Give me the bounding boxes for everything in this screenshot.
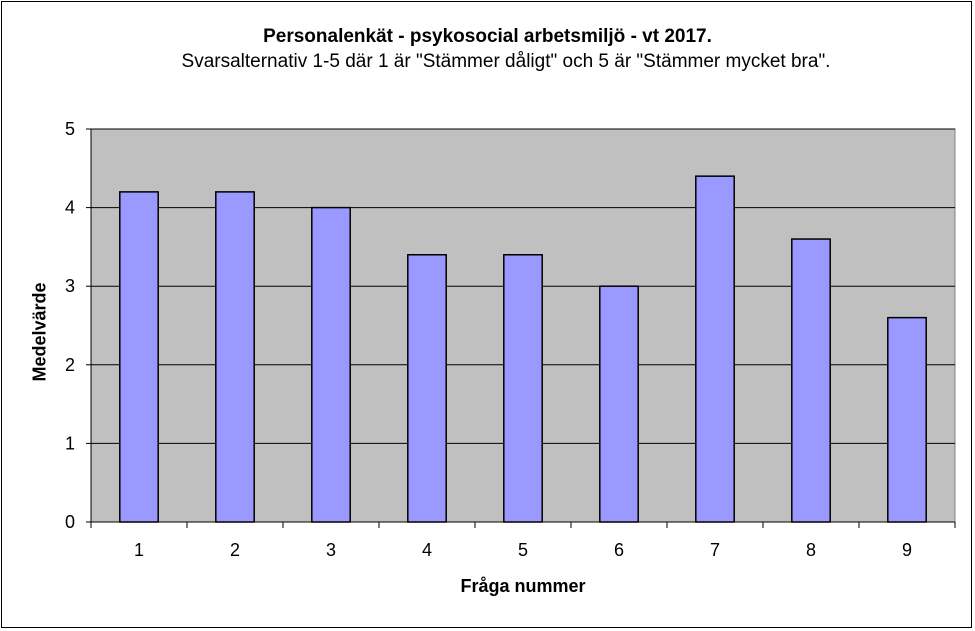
bar-2 (215, 191, 255, 523)
x-tick-label: 8 (806, 540, 816, 560)
bar-9 (887, 316, 927, 523)
x-axis-label: Fråga nummer (460, 576, 586, 596)
x-tick-label: 3 (326, 540, 336, 560)
bar-6 (599, 285, 639, 523)
bar-1 (119, 191, 159, 523)
x-tick-label: 6 (614, 540, 624, 560)
bar-5 (503, 254, 543, 523)
chart-title: Personalenkät - psykosocial arbetsmiljö … (263, 26, 712, 47)
y-tick-label: 0 (65, 512, 75, 532)
x-tick-label: 5 (518, 540, 528, 560)
y-tick-label: 4 (65, 198, 75, 218)
y-tick-label: 1 (65, 433, 75, 453)
bar-4 (407, 254, 447, 523)
y-tick-label: 5 (65, 119, 75, 139)
x-tick-label: 9 (902, 540, 912, 560)
x-tick-label: 7 (710, 540, 720, 560)
x-tick-label: 2 (230, 540, 240, 560)
bar-7 (695, 175, 735, 523)
x-tick-label: 4 (422, 540, 432, 560)
bar-8 (791, 238, 831, 523)
y-tick-label: 2 (65, 355, 75, 375)
bar-3 (311, 206, 351, 523)
y-tick-label: 3 (65, 276, 75, 296)
chart-subtitle: Svarsalternativ 1-5 där 1 är "Stämmer då… (181, 51, 831, 72)
x-tick-label: 1 (134, 540, 144, 560)
